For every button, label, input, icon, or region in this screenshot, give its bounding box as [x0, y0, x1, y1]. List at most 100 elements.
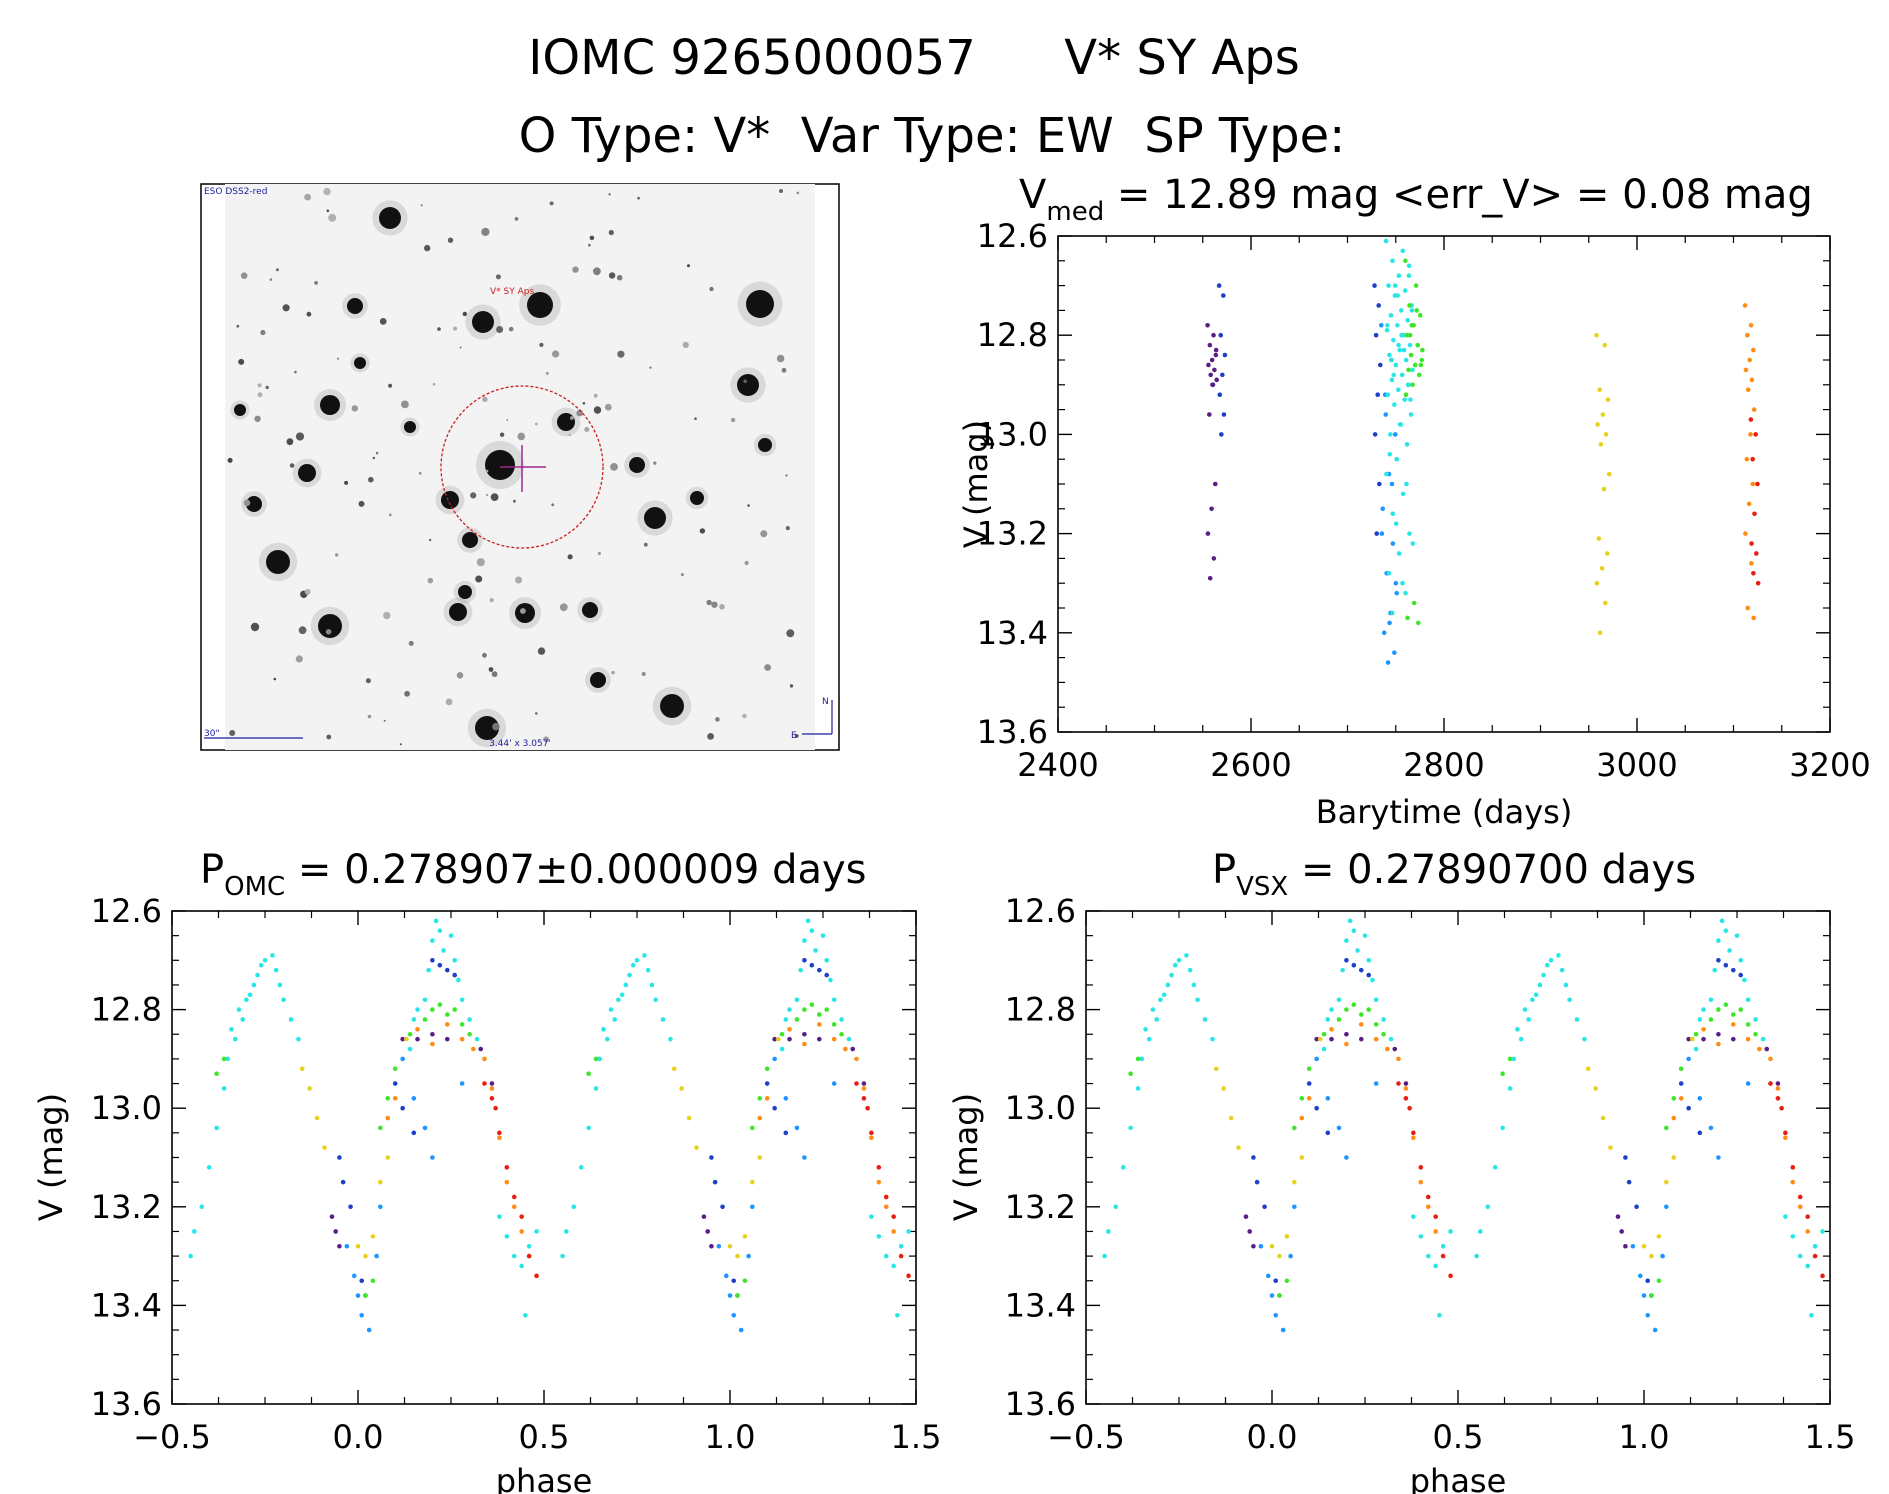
phase-vsx-point	[1280, 1327, 1286, 1333]
phase-omc-xtick-label: 1.5	[891, 1418, 942, 1456]
phase-vsx-point	[1251, 1155, 1256, 1160]
phase-vsx-point	[1544, 962, 1550, 968]
phase-omc-point	[772, 1105, 777, 1111]
phase-vsx-point	[1637, 1273, 1643, 1279]
lightcurve-point	[1408, 352, 1414, 358]
phase-omc-point	[489, 1096, 495, 1101]
phase-vsx-point	[1392, 1046, 1398, 1052]
phase-vsx-point	[1652, 1327, 1658, 1333]
lightcurve-point	[1396, 342, 1401, 348]
finder-star-faint	[545, 371, 549, 375]
phase-vsx-point	[1351, 962, 1357, 968]
phase-vsx-point	[1425, 1194, 1431, 1200]
phase-vsx-point	[1329, 1007, 1334, 1012]
finder-star-faint	[372, 456, 375, 460]
phase-vsx-point	[1634, 1204, 1639, 1210]
phase-omc-point	[474, 1036, 480, 1042]
finder-star-faint	[482, 652, 487, 658]
phase-omc-point	[560, 1253, 565, 1259]
figure-title-id: IOMC 9265000057	[528, 30, 976, 86]
phase-vsx-ytick-label: 12.8	[1005, 991, 1076, 1029]
lightcurve-point	[1420, 347, 1425, 353]
phase-vsx-point	[1593, 1086, 1598, 1091]
phase-omc-point	[586, 1125, 591, 1131]
lightcurve-points	[1205, 238, 1761, 665]
phase-omc-title-prefix: P	[200, 847, 224, 893]
finder-star	[527, 292, 553, 318]
finder-star-faint	[567, 554, 573, 560]
phase-vsx-point	[1366, 1007, 1372, 1012]
finder-star-faint	[543, 736, 550, 743]
phase-omc-point	[828, 977, 833, 983]
phase-omc-point	[422, 1125, 428, 1131]
phase-omc-point	[232, 1036, 238, 1042]
phase-vsx-point	[1344, 958, 1349, 963]
target-circle	[440, 385, 604, 549]
phase-vsx-point	[1161, 992, 1167, 998]
phase-omc-point	[601, 1027, 606, 1032]
phase-omc-point	[850, 1046, 856, 1052]
finder-star-faint	[365, 678, 371, 684]
phase-omc-point	[288, 1017, 294, 1022]
phase-omc-point	[709, 1155, 714, 1160]
phase-omc-point	[523, 1312, 528, 1318]
lightcurve-point	[1397, 422, 1403, 427]
phase-omc-point	[735, 1253, 740, 1259]
phase-vsx-point	[1336, 997, 1342, 1003]
phase-vsx-point	[1790, 1234, 1796, 1239]
phase-omc-point	[206, 1165, 212, 1170]
lightcurve-point	[1606, 471, 1612, 477]
phase-vsx-point	[1738, 972, 1744, 978]
phase-omc-point	[497, 1214, 502, 1219]
finder-star-faint	[282, 304, 290, 312]
phase-vsx-point	[1347, 918, 1353, 924]
lightcurve-point	[1401, 347, 1407, 353]
finder-star-faint	[709, 286, 714, 292]
finder-star-faint	[453, 326, 458, 331]
finder-star-faint	[488, 667, 494, 672]
phase-vsx-point	[1344, 1041, 1349, 1047]
finder-star	[557, 413, 575, 431]
phase-vsx-point	[1403, 1096, 1409, 1101]
finder-star-faint	[388, 513, 392, 517]
phase-omc-xtick-label: 1.0	[705, 1418, 756, 1456]
phase-vsx-xtick-label: 0.0	[1247, 1418, 1298, 1456]
phase-vsx-point	[1716, 958, 1721, 963]
phase-vsx-point	[1790, 1165, 1796, 1170]
finder-star-faint	[707, 733, 714, 740]
phase-vsx-point	[1664, 1179, 1669, 1185]
phase-omc-point	[415, 1027, 420, 1032]
phase-vsx-point	[1730, 1036, 1736, 1042]
phase-vsx-point	[1678, 1081, 1684, 1086]
phase-omc-point	[750, 1179, 755, 1185]
phase-vsx-point	[1448, 1273, 1453, 1279]
lightcurve-point	[1389, 481, 1395, 487]
finder-star-faint	[437, 327, 441, 331]
lightcurve-point	[1388, 357, 1394, 363]
phase-vsx-point	[1708, 1125, 1714, 1131]
phase-vsx-point	[1730, 967, 1736, 973]
phase-omc-point	[497, 1135, 502, 1141]
phase-vsx-point	[1128, 1125, 1133, 1131]
finder-star	[379, 207, 401, 229]
phase-omc-point	[277, 982, 283, 988]
finder-star-faint	[517, 432, 526, 441]
lightcurve-point	[1405, 615, 1410, 621]
phase-vsx-point	[1641, 1293, 1647, 1298]
lightcurve-point	[1402, 397, 1407, 402]
phase-omc-xtick-label: 0.5	[519, 1418, 570, 1456]
lightcurve-point	[1386, 283, 1391, 288]
phase-omc-point	[251, 982, 257, 988]
phase-vsx-point	[1723, 928, 1729, 934]
finder-star-faint	[358, 500, 365, 507]
phase-omc-point	[314, 1115, 320, 1121]
phase-omc-point	[686, 1115, 692, 1121]
lightcurve-point	[1396, 273, 1402, 278]
finder-star-faint	[589, 235, 595, 241]
phase-vsx-point	[1314, 1036, 1319, 1042]
phase-vsx-point	[1716, 1007, 1721, 1012]
phase-omc-point	[809, 1002, 815, 1007]
phase-vsx-point	[1258, 1243, 1264, 1249]
lightcurve-point	[1419, 357, 1425, 363]
